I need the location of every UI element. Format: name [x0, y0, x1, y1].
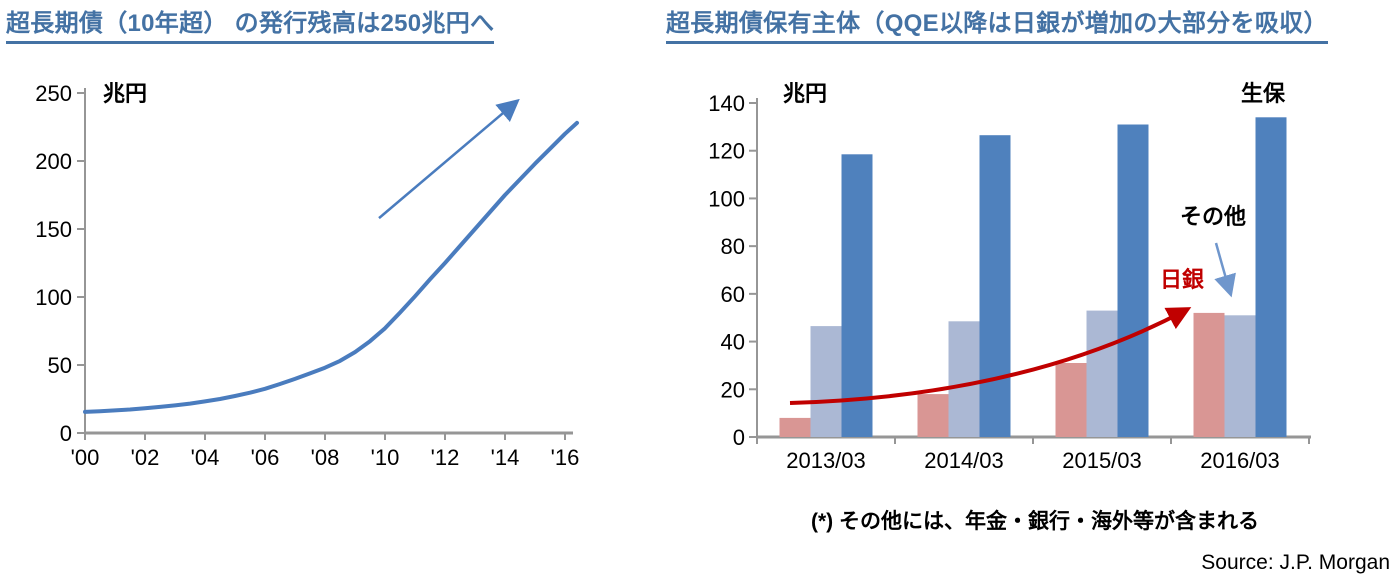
right-bar-chart: 0 20 40 60 80 100 120 140 2013/03 2014/03 2015/03 2… — [708, 81, 1311, 473]
bar-others-2016/03 — [1224, 315, 1256, 437]
right-unit-label: 兆円 — [783, 81, 827, 106]
bar-others-2013/03 — [810, 326, 842, 437]
right-y-tick-label: 80 — [721, 234, 745, 259]
left-x-tick-label: '02 — [131, 445, 160, 470]
right-y-tick-label: 60 — [721, 282, 745, 307]
others-footnote: (*) その他には、年金・銀行・海外等が含まれる — [811, 510, 1259, 533]
left-y-tick-label: 100 — [35, 285, 72, 310]
right-y-tick-label: 140 — [708, 91, 745, 116]
left-unit-label: 兆円 — [103, 81, 147, 106]
left-x-tick-label: '12 — [431, 445, 460, 470]
right-y-tick-label: 120 — [708, 139, 745, 164]
bar-boj-2013/03 — [779, 417, 811, 437]
left-y-tick-label: 250 — [35, 81, 72, 106]
left-x-tick-label: '04 — [191, 445, 220, 470]
right-chart-title: 超長期債保有主体（QQE以降は日銀が増加の大部分を吸収） — [666, 10, 1328, 44]
bar-insurers-2014/03 — [979, 135, 1011, 437]
right-category-label: 2016/03 — [1200, 448, 1280, 473]
right-category-label: 2013/03 — [786, 448, 866, 473]
left-y-tick-label: 0 — [60, 421, 72, 446]
left-line-chart: 0 50 100 150 200 250 '00 '02 '04 '06 '08 '10 '12 '14 '… — [35, 81, 579, 470]
right-category-label: 2014/03 — [924, 448, 1004, 473]
trend-arrow — [378, 98, 520, 220]
source-attribution: Source: J.P. Morgan — [1201, 551, 1390, 574]
left-chart-title: 超長期債（10年超） の発行残高は250兆円へ — [6, 10, 495, 44]
bar-insurers-2015/03 — [1117, 124, 1149, 437]
bar-insurers-2013/03 — [841, 154, 873, 438]
insurers-label: 生保 — [1241, 81, 1286, 106]
others-pointer-arrow — [1214, 242, 1236, 298]
left-x-tick-label: '08 — [311, 445, 340, 470]
left-x-tick-label: '00 — [71, 445, 100, 470]
bar-others-2015/03 — [1086, 310, 1118, 437]
right-y-tick-label: 0 — [733, 425, 745, 450]
bar-boj-2015/03 — [1055, 363, 1087, 437]
left-x-tick-label: '14 — [491, 445, 520, 470]
left-y-tick-label: 200 — [35, 149, 72, 174]
bar-boj-2014/03 — [917, 394, 949, 437]
boj-growth-arrow — [789, 307, 1192, 405]
left-y-tick-label: 150 — [35, 217, 72, 242]
left-x-tick-label: '10 — [371, 445, 400, 470]
others-label: その他 — [1180, 204, 1246, 229]
bar-insurers-2016/03 — [1255, 117, 1287, 438]
right-y-tick-label: 20 — [721, 377, 745, 402]
left-x-tick-label: '16 — [551, 445, 580, 470]
right-y-tick-label: 40 — [721, 330, 745, 355]
right-y-tick-label: 100 — [708, 186, 745, 211]
boj-label: 日銀 — [1160, 267, 1204, 292]
left-x-tick-label: '06 — [251, 445, 280, 470]
left-y-tick-label: 50 — [48, 353, 72, 378]
issuance-line-series — [83, 120, 579, 414]
bar-others-2014/03 — [948, 321, 980, 437]
bar-boj-2016/03 — [1193, 312, 1225, 437]
right-category-label: 2015/03 — [1062, 448, 1142, 473]
